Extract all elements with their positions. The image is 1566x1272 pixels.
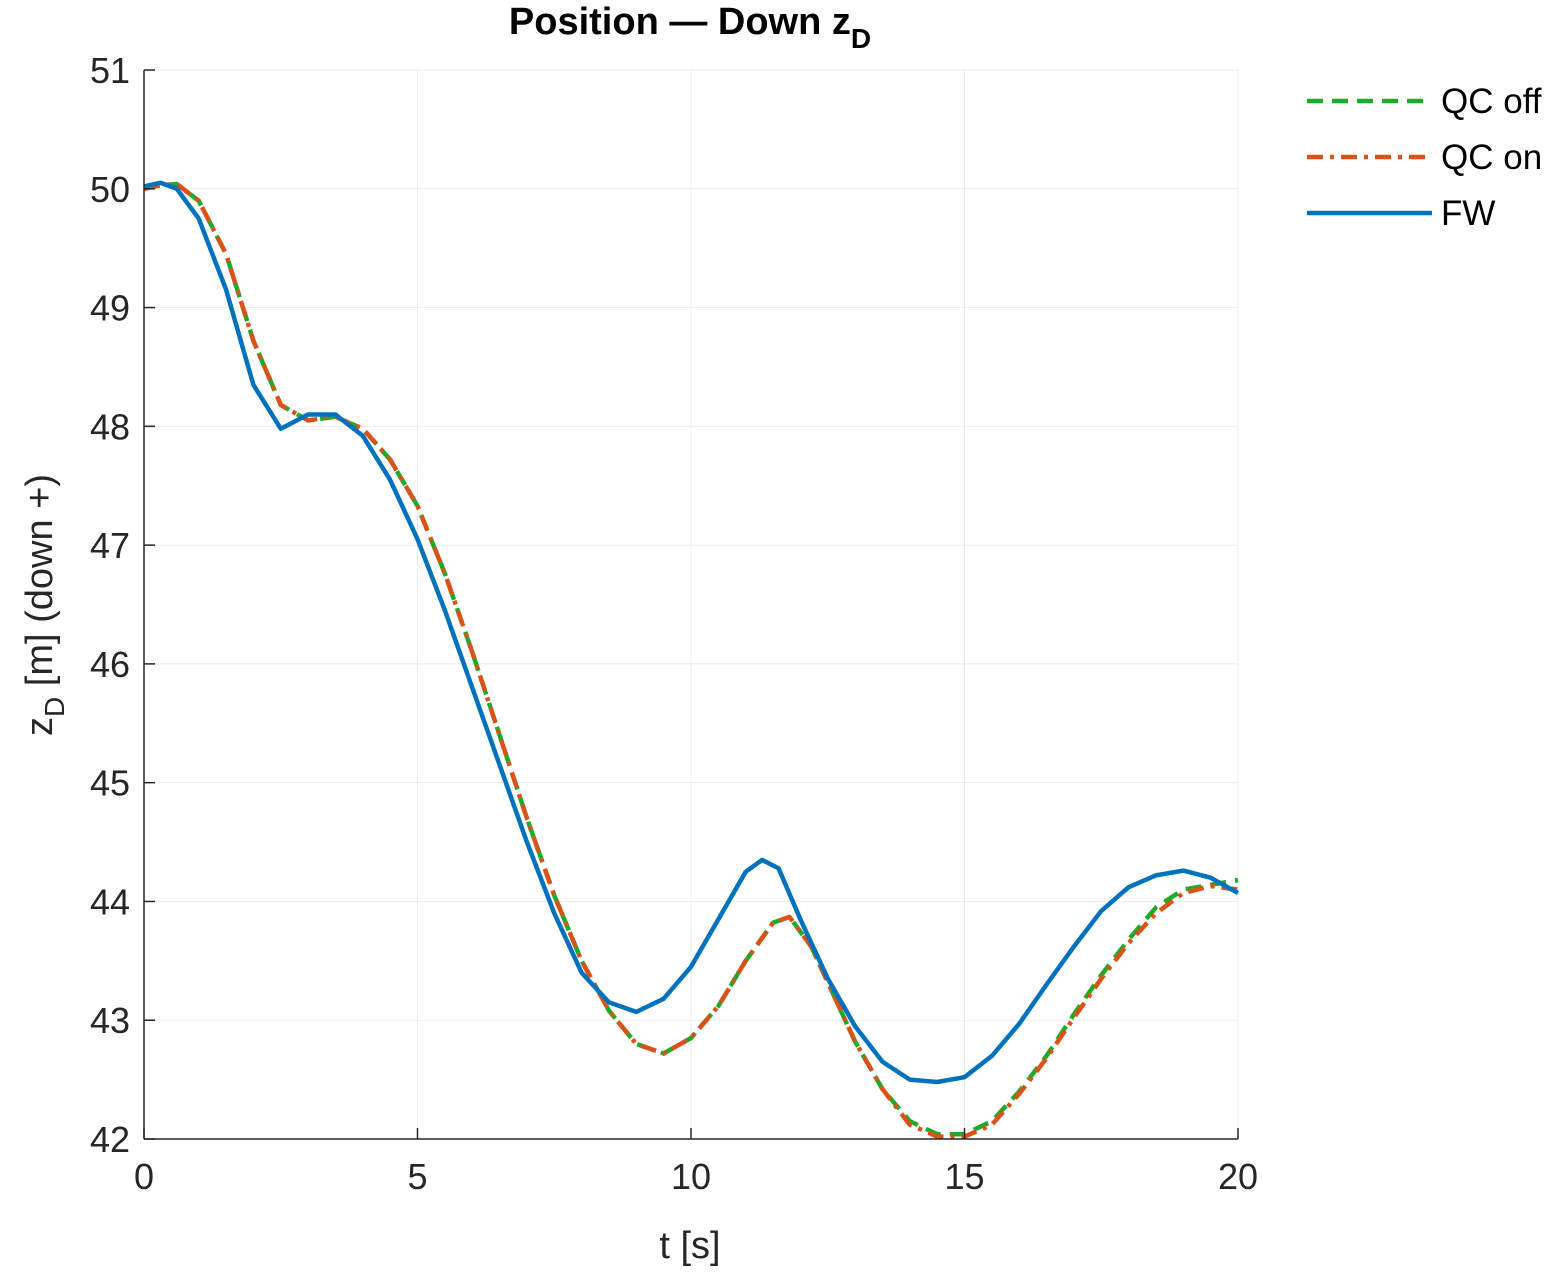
y-axis-label-rest: [m] (down +) <box>19 474 61 697</box>
legend-label: FW <box>1441 194 1495 233</box>
y-tick-label: 44 <box>90 881 130 922</box>
x-tick-label: 5 <box>407 1156 427 1197</box>
y-tick-label: 49 <box>90 288 130 329</box>
y-tick-label: 42 <box>90 1119 130 1160</box>
legend-label: QC on <box>1441 138 1542 177</box>
y-tick-label: 47 <box>90 525 130 566</box>
y-axis-label: zD [m] (down +) <box>19 474 70 736</box>
tick-labels: 0 5 10 15 20 42 43 44 45 46 47 48 49 50 51 <box>90 50 1258 1197</box>
series-line-qc-on <box>143 181 1239 1139</box>
legend: QC off QC on FW <box>1307 82 1542 233</box>
legend-label: QC off <box>1441 82 1542 121</box>
y-axis-label-subscript: D <box>39 697 70 717</box>
y-tick-label: 50 <box>90 169 130 210</box>
x-tick-label: 10 <box>671 1156 711 1197</box>
chart-title: Position — Down zD <box>509 1 871 54</box>
y-tick-label: 43 <box>90 1000 130 1041</box>
axes <box>143 69 1239 1140</box>
x-axis-label: t [s] <box>659 1225 720 1267</box>
chart-title-subscript: D <box>851 23 871 54</box>
x-tick-label: 0 <box>134 1156 154 1197</box>
chart-title-main: Position — Down z <box>509 1 851 43</box>
series-line-fw <box>143 180 1240 1085</box>
y-axis-label-main: z <box>19 717 61 736</box>
series-lines <box>143 180 1240 1139</box>
y-tick-label: 51 <box>90 50 130 91</box>
x-tick-label: 20 <box>1218 1156 1258 1197</box>
y-tick-label: 48 <box>90 406 130 447</box>
y-tick-label: 46 <box>90 644 130 685</box>
x-tick-label: 15 <box>944 1156 984 1197</box>
y-tick-label: 45 <box>90 763 130 804</box>
